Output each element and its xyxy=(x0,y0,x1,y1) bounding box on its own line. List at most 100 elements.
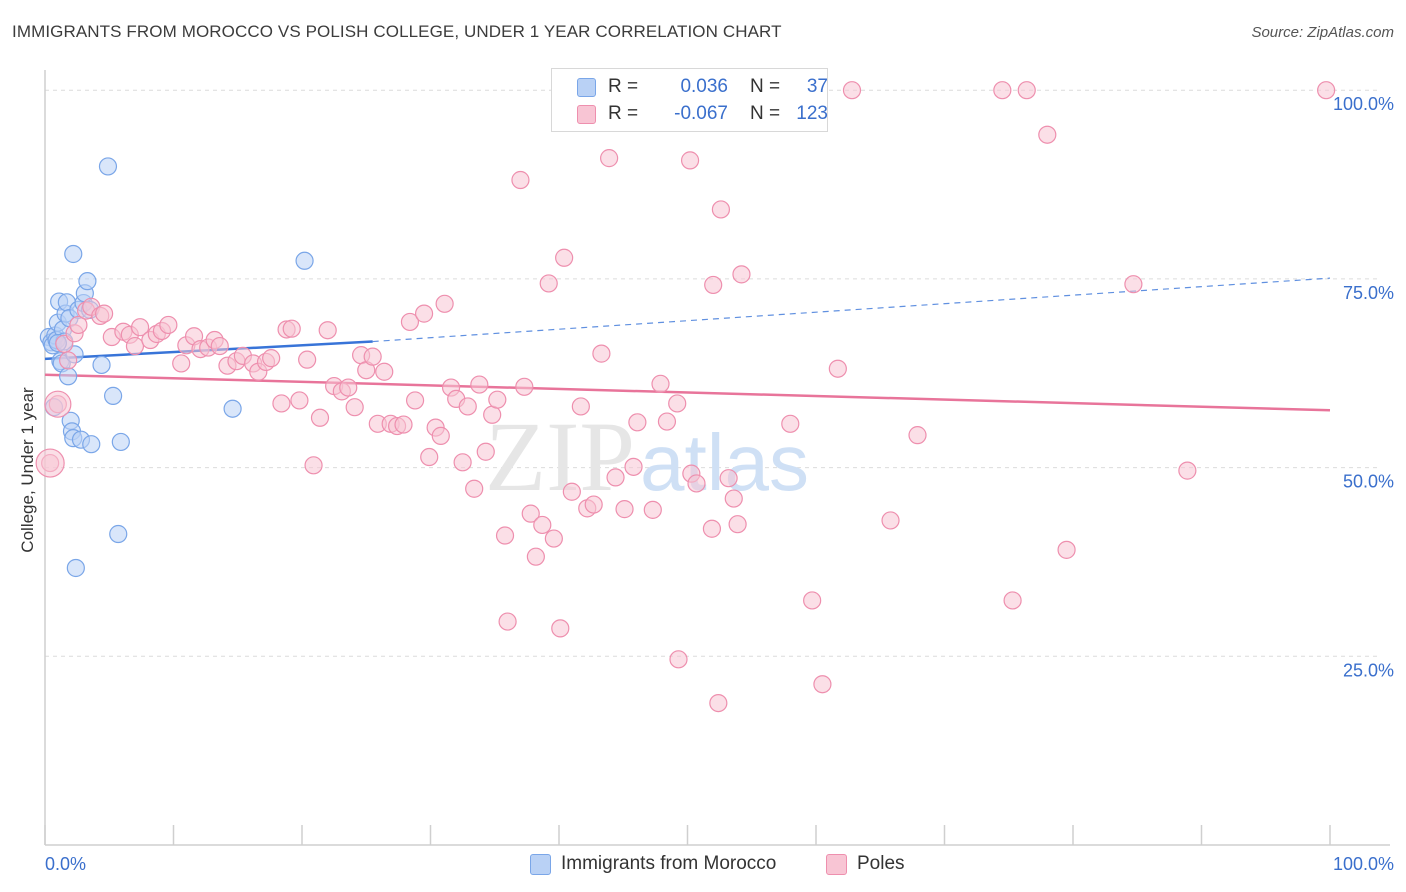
point-poles xyxy=(680,151,700,170)
watermark-zip: ZIP xyxy=(485,401,635,512)
point-poles xyxy=(993,81,1012,100)
point-morocco xyxy=(111,432,130,452)
legend-r-value-morocco: 0.036 xyxy=(680,76,728,97)
point-poles xyxy=(668,394,687,413)
point-poles xyxy=(495,526,515,545)
point-poles xyxy=(310,408,330,427)
point-poles xyxy=(551,619,570,638)
point-morocco xyxy=(295,251,314,270)
point-poles xyxy=(453,453,472,472)
point-poles xyxy=(159,315,178,335)
point-poles xyxy=(728,515,747,534)
legend-r-label: R = xyxy=(608,103,639,124)
legend-r-value-poles: -0.067 xyxy=(674,103,728,124)
point-poles xyxy=(488,390,507,409)
point-poles-large xyxy=(35,448,65,478)
point-poles xyxy=(521,504,540,523)
point-poles xyxy=(643,500,662,519)
point-poles xyxy=(339,378,358,397)
source-credit: Source: ZipAtlas.com xyxy=(1251,24,1394,41)
legend-n-label: N = xyxy=(750,76,781,97)
point-morocco xyxy=(98,157,118,176)
point-poles xyxy=(908,426,927,445)
point-poles xyxy=(59,351,78,370)
point-poles xyxy=(592,344,611,363)
legend-n-value-poles: 123 xyxy=(796,103,828,124)
trend-lines xyxy=(44,277,1331,412)
point-poles xyxy=(515,377,534,396)
point-poles xyxy=(272,394,291,413)
point-poles xyxy=(1124,275,1143,294)
point-poles xyxy=(483,405,502,424)
point-poles xyxy=(709,693,728,713)
point-poles xyxy=(1057,540,1076,559)
point-poles xyxy=(881,511,900,530)
point-poles xyxy=(476,442,495,461)
point-poles xyxy=(600,149,619,168)
point-poles xyxy=(69,315,88,335)
point-poles xyxy=(1317,81,1336,100)
point-poles xyxy=(606,468,625,487)
legend-n-label: N = xyxy=(750,103,781,124)
bottom-legend-poles[interactable]: Poles xyxy=(826,851,905,877)
point-poles xyxy=(657,412,677,431)
point-poles xyxy=(584,495,603,514)
legend-row-morocco: R = 0.036 N = 37 xyxy=(577,75,828,99)
correlation-legend: R = 0.036 N = 37 R = -0.067 N = 123 xyxy=(551,68,828,132)
legend-r-label: R = xyxy=(608,76,639,97)
point-poles xyxy=(526,547,545,566)
point-poles xyxy=(1017,81,1036,100)
point-poles xyxy=(544,529,563,548)
point-poles xyxy=(95,304,114,323)
bottom-legend-morocco[interactable]: Immigrants from Morocco xyxy=(530,851,776,877)
point-poles xyxy=(628,413,647,432)
point-poles xyxy=(420,447,439,467)
point-poles xyxy=(363,347,382,366)
point-poles xyxy=(282,319,301,338)
point-morocco xyxy=(78,272,97,291)
point-poles xyxy=(470,375,489,394)
legend-swatch-poles xyxy=(577,104,596,124)
point-poles xyxy=(465,479,484,498)
point-poles xyxy=(687,474,706,493)
point-poles xyxy=(125,336,145,356)
bottom-legend-swatch-morocco xyxy=(530,853,551,875)
legend-n-value-morocco: 37 xyxy=(806,76,828,97)
point-poles xyxy=(405,391,425,410)
bottom-legend-label-poles: Poles xyxy=(857,853,905,874)
y-tick-label: 75.0% xyxy=(1343,283,1394,303)
watermark-atlas: atlas xyxy=(640,418,809,507)
point-poles xyxy=(304,456,323,475)
point-poles xyxy=(290,391,309,410)
point-poles xyxy=(615,500,634,519)
point-poles xyxy=(511,170,530,190)
x-tick-label-min: 0.0% xyxy=(45,854,86,874)
chart-title: IMMIGRANTS FROM MOROCCO VS POLISH COLLEG… xyxy=(12,22,782,41)
point-poles xyxy=(828,359,847,378)
point-poles xyxy=(562,482,581,501)
point-poles xyxy=(571,397,590,416)
point-poles xyxy=(732,265,751,284)
point-morocco xyxy=(223,399,242,418)
point-poles xyxy=(431,426,450,445)
point-poles xyxy=(719,469,738,488)
point-poles xyxy=(813,675,832,694)
point-poles xyxy=(414,304,434,323)
point-poles xyxy=(711,200,731,219)
point-poles xyxy=(781,414,800,433)
point-poles xyxy=(435,294,454,313)
y-tick-label: 50.0% xyxy=(1343,472,1394,492)
y-tick-label: 100.0% xyxy=(1333,94,1394,114)
point-poles xyxy=(724,489,743,508)
bottom-legend-label-morocco: Immigrants from Morocco xyxy=(561,853,777,874)
point-poles xyxy=(669,650,688,669)
point-morocco xyxy=(82,435,101,454)
legend-swatch-morocco xyxy=(577,77,596,97)
point-poles xyxy=(1003,591,1022,610)
point-poles xyxy=(298,350,317,369)
point-poles xyxy=(130,318,150,337)
point-poles xyxy=(318,321,337,340)
point-poles xyxy=(210,336,229,356)
point-poles xyxy=(803,591,822,610)
